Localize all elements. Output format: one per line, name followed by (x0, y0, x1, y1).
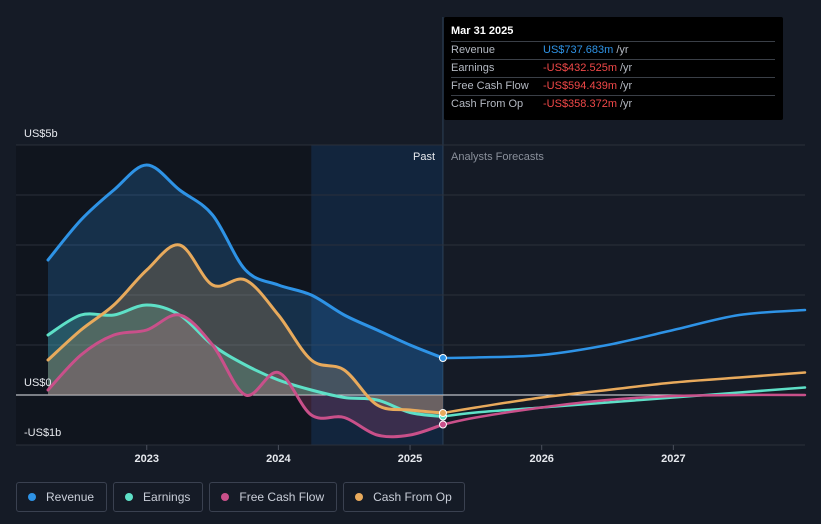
chart-legend: Revenue Earnings Free Cash Flow Cash Fro… (16, 482, 465, 512)
legend-item-cash-from-op[interactable]: Cash From Op (343, 482, 465, 512)
x-tick-label: 2027 (661, 453, 685, 465)
tooltip-value: US$737.683m (543, 44, 614, 56)
free-cash-flow-line-past (46, 313, 445, 439)
tooltip-value: -US$432.525m (543, 62, 617, 74)
tooltip-row-revenue: Revenue US$737.683m /yr (451, 42, 775, 60)
tooltip-label: Free Cash Flow (451, 80, 529, 92)
tooltip-markers (438, 354, 447, 429)
cash-from-op-line-past (46, 243, 445, 415)
legend-dot-icon (221, 493, 230, 501)
tooltip-unit: /yr (620, 98, 633, 110)
tooltip-unit: /yr (616, 44, 629, 56)
legend-dot-icon (125, 493, 134, 501)
forecast-label: Analysts Forecasts (451, 151, 544, 163)
tooltip-unit: /yr (620, 80, 633, 92)
data-tooltip: Mar 31 2025 Revenue US$737.683m /yr Earn… (444, 17, 783, 120)
legend-item-revenue[interactable]: Revenue (16, 482, 108, 512)
gridlines (16, 144, 805, 446)
tooltip-unit: /yr (620, 62, 633, 74)
earnings-line-forecast (441, 386, 807, 418)
y-axis-label-bottom: -US$1b (24, 427, 61, 439)
free-cash-flow-line-forecast (441, 393, 807, 426)
series-lines (46, 163, 807, 439)
tooltip-label: Earnings (451, 62, 495, 74)
legend-item-free-cash-flow[interactable]: Free Cash Flow (209, 482, 338, 512)
past-label: Past (413, 151, 435, 163)
tooltip-row-earnings: Earnings -US$432.525m /yr (451, 60, 775, 78)
x-tick-label: 2025 (398, 453, 422, 465)
tooltip-value: -US$358.372m (543, 98, 617, 110)
revenue-line-forecast (441, 308, 807, 360)
free-cash-flow-area (48, 314, 443, 437)
tooltip-row-free-cash-flow: Free Cash Flow -US$594.439m /yr (451, 78, 775, 96)
y-axis-label-top: US$5b (24, 128, 58, 140)
legend-dot-icon (355, 493, 364, 501)
legend-label: Revenue (46, 490, 95, 504)
cash-from-op-marker (438, 409, 447, 417)
tooltip-value: -US$594.439m (543, 80, 617, 92)
tooltip-label: Cash From Op (451, 98, 524, 110)
free-cash-flow-marker (438, 420, 447, 429)
legend-label: Free Cash Flow (239, 490, 325, 504)
legend-dot-icon (28, 493, 36, 501)
tooltip-date: Mar 31 2025 (451, 24, 775, 42)
tooltip-label: Revenue (451, 44, 496, 56)
legend-item-earnings[interactable]: Earnings (113, 482, 204, 512)
tooltip-row-cash-from-op: Cash From Op -US$358.372m /yr (451, 96, 775, 113)
x-axis-ticks: 2023 2024 2025 2026 2027 (134, 445, 686, 465)
y-axis-label-zero: US$0 (24, 377, 52, 389)
legend-label: Earnings (143, 490, 191, 504)
revenue-marker (438, 354, 447, 362)
earnings-line-past (46, 303, 445, 418)
x-tick-label: 2023 (134, 453, 158, 465)
cash-from-op-line-forecast (441, 371, 807, 415)
x-tick-label: 2024 (266, 453, 291, 465)
x-tick-label: 2026 (529, 453, 553, 465)
legend-label: Cash From Op (373, 490, 452, 504)
earnings-area (48, 305, 443, 417)
revenue-line-past (46, 163, 445, 360)
